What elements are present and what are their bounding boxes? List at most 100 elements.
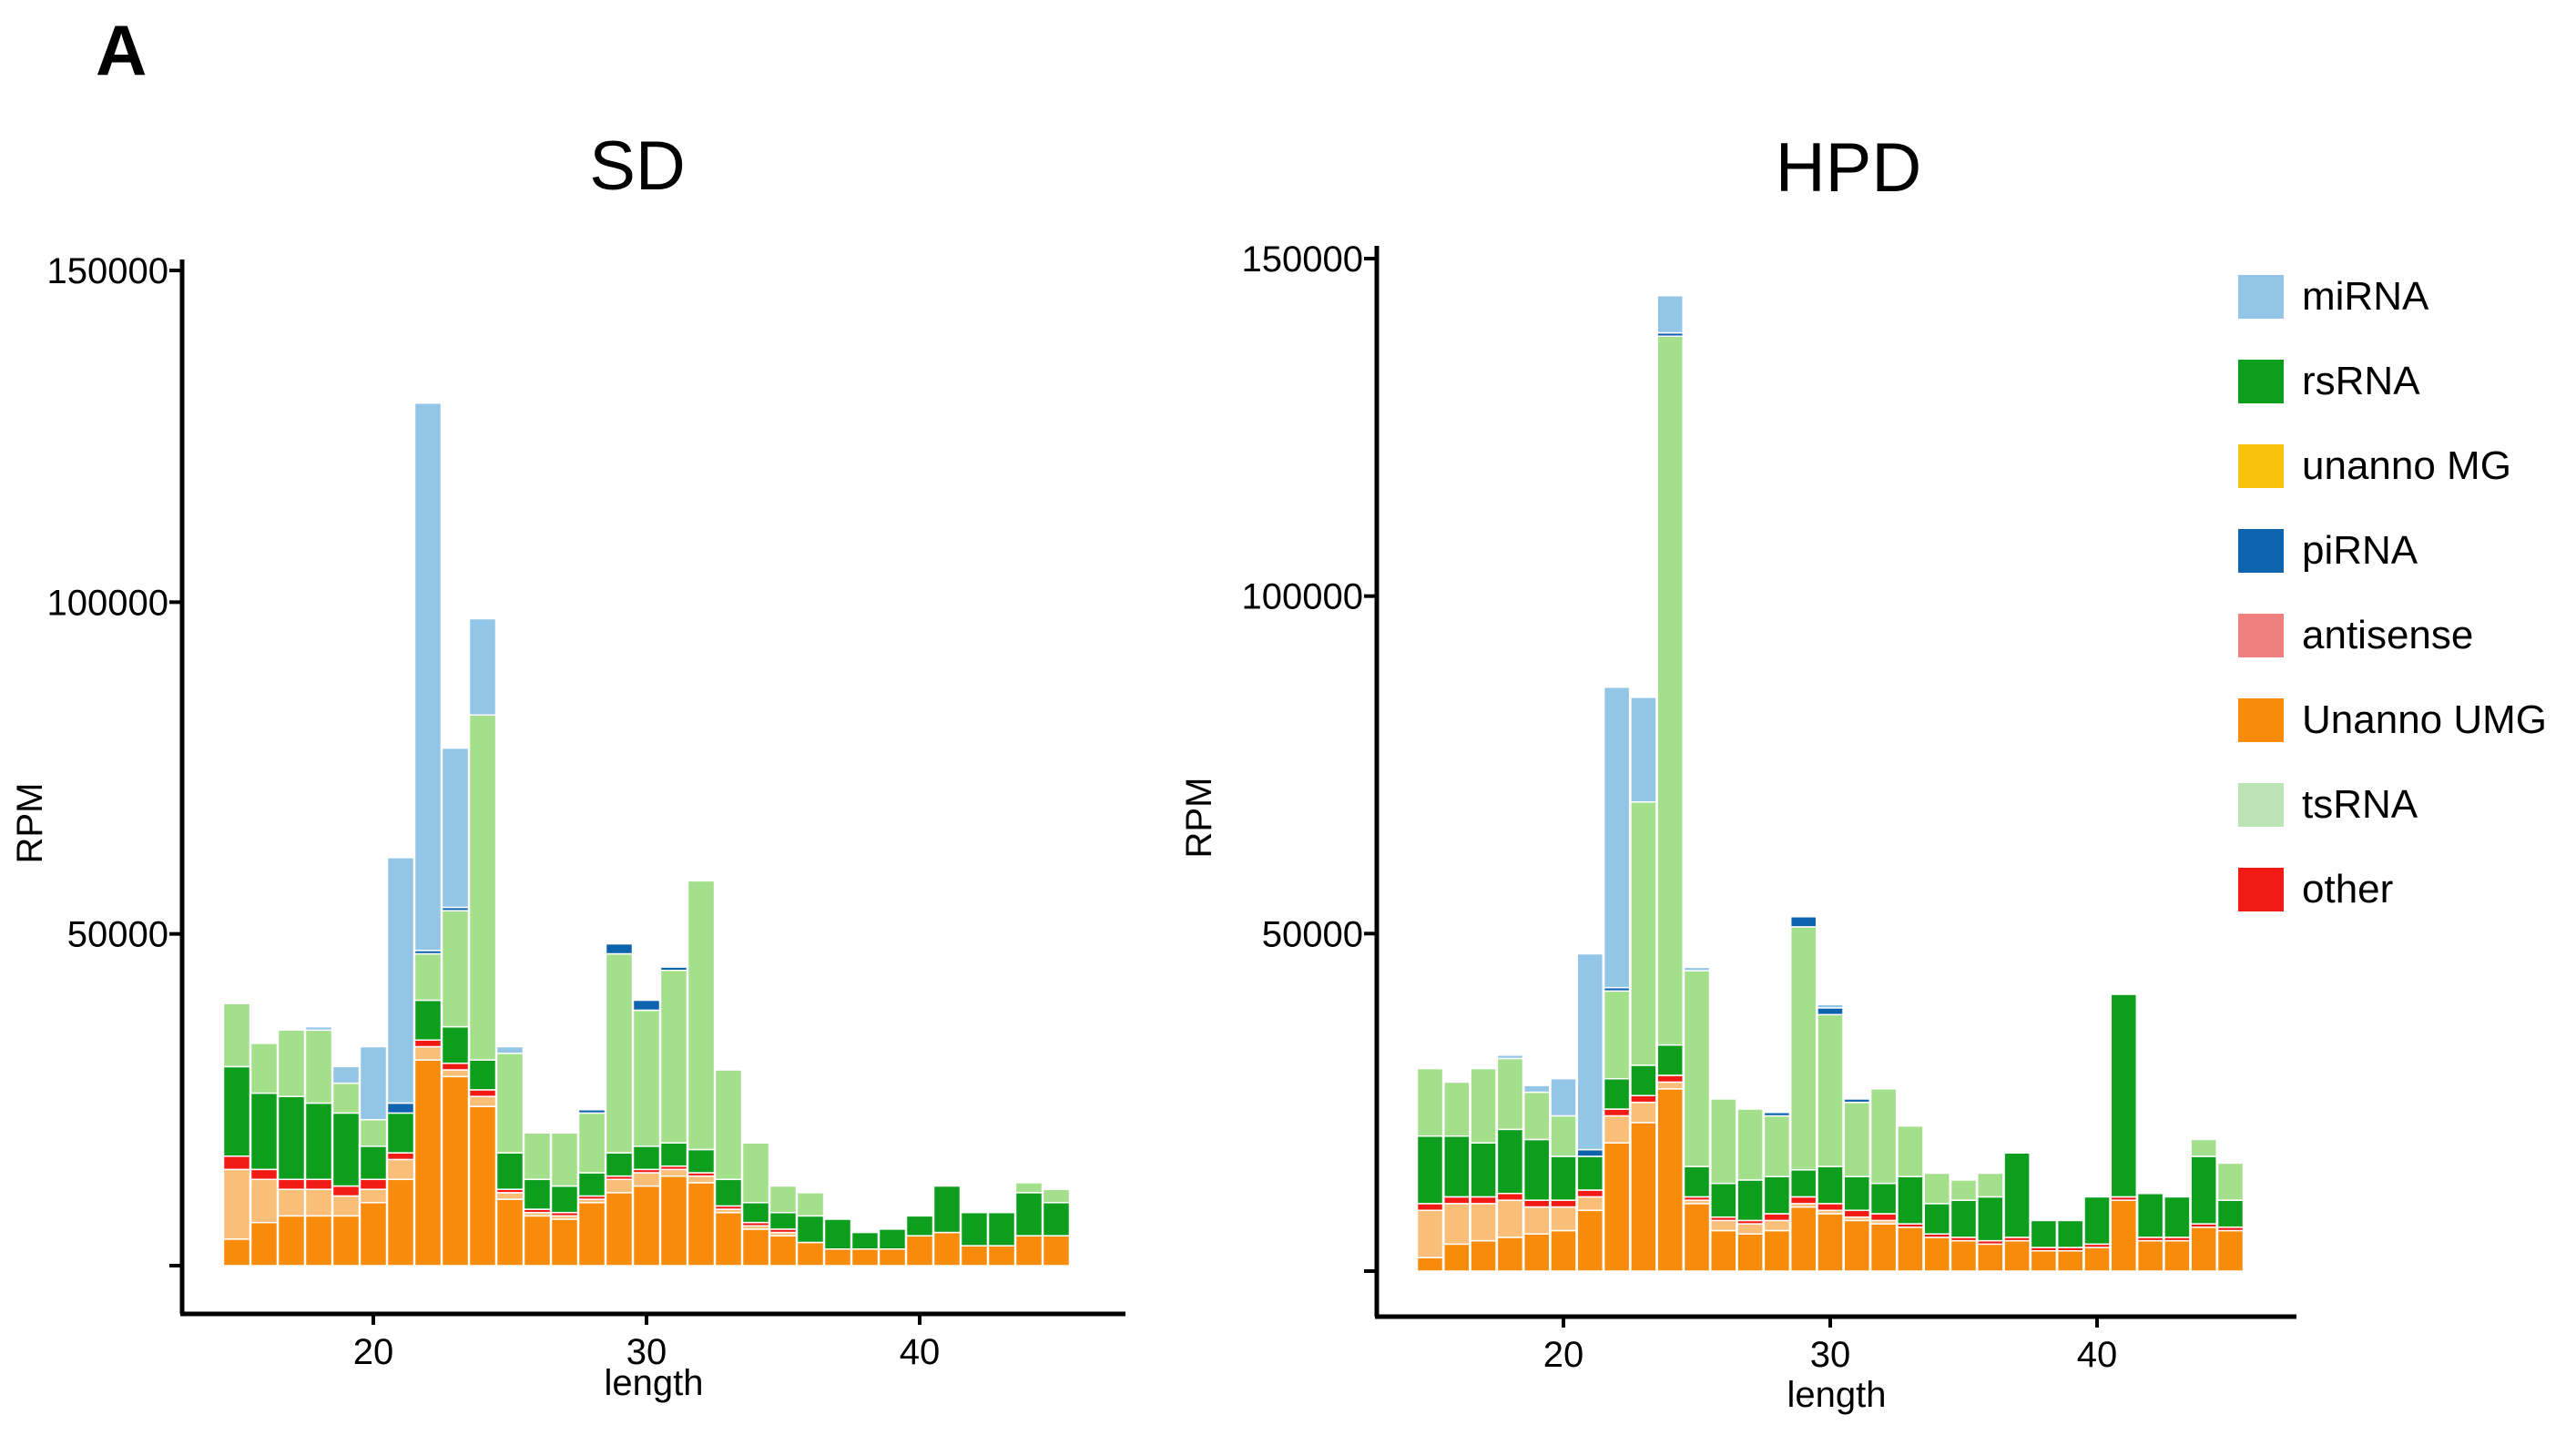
bar-segment-tsRNA	[796, 1192, 825, 1217]
panel-label: A	[96, 10, 148, 90]
bar-segment-unanno-UMG	[550, 1218, 579, 1267]
bar-segment-rsRNA	[222, 1065, 251, 1157]
legend-swatch	[2238, 698, 2284, 742]
bar-segment-tsRNA	[1042, 1188, 1071, 1204]
bar-segment-miRNA	[359, 1045, 388, 1121]
bar-segment-rsRNA	[1950, 1199, 1978, 1238]
bar-segment-tsRNA	[1522, 1091, 1551, 1141]
bar-segment-tsRNA	[331, 1082, 361, 1114]
bar-segment-unanno-UMG	[2190, 1226, 2217, 1272]
bar-segment-rsRNA	[359, 1145, 388, 1181]
bar-segment-unanno-MG	[632, 1172, 661, 1187]
bar-segment-piRNA	[1763, 1112, 1791, 1117]
bar-segment-rsRNA	[331, 1112, 361, 1187]
bar-segment-rsRNA	[1789, 1169, 1817, 1198]
bar-segment-unanno-UMG	[960, 1245, 989, 1267]
bar-segment-unanno-UMG	[2110, 1199, 2138, 1272]
bar-segment-rsRNA	[1522, 1138, 1551, 1201]
legend-swatch	[2238, 868, 2284, 911]
bar-segment-tsRNA	[1763, 1114, 1791, 1177]
bar-segment-unanno-UMG	[523, 1215, 552, 1267]
bar-segment-rsRNA	[1470, 1142, 1497, 1198]
bar-segment-unanno-UMG	[1550, 1229, 1577, 1272]
bar-segment-other	[1869, 1213, 1898, 1222]
bar-segment-tsRNA	[1923, 1172, 1950, 1205]
bar-segment-unanno-UMG	[987, 1245, 1016, 1267]
bar-segment-unanno-UMG	[1950, 1239, 1978, 1272]
bar-segment-unanno-UMG	[1843, 1219, 1871, 1272]
bar-segment-unanno-UMG	[932, 1231, 962, 1267]
bar-segment-piRNA	[1576, 1148, 1604, 1157]
bar-segment-other	[413, 1039, 443, 1048]
bar-segment-unanno-UMG	[441, 1075, 470, 1267]
bar-segment-unanno-UMG	[1789, 1206, 1817, 1272]
bar-segment-unanno-UMG	[632, 1185, 661, 1267]
bar-segment-miRNA	[1656, 295, 1684, 334]
bar-segment-tsRNA	[687, 880, 716, 1151]
legend-label: miRNA	[2302, 274, 2429, 319]
bar-segment-piRNA	[577, 1109, 606, 1114]
y-axis-label: RPM	[1179, 778, 1219, 859]
bar-segment-tsRNA	[1470, 1067, 1497, 1144]
bar-segment-piRNA	[1843, 1098, 1871, 1104]
bar-segment-tsRNA	[741, 1142, 770, 1204]
bar-segment-rsRNA	[2164, 1196, 2191, 1238]
bar-segment-unanno-UMG	[823, 1248, 852, 1267]
bar-segment-rsRNA	[960, 1211, 989, 1247]
y-tick-label: 150000	[47, 251, 168, 291]
legend-label: Unanno UMG	[2302, 697, 2547, 742]
bar-segment-other	[468, 1089, 497, 1097]
bar-segment-tsRNA	[523, 1132, 552, 1181]
bar-segment-rsRNA	[249, 1092, 279, 1171]
y-tick-label: 100000	[47, 583, 168, 623]
bar-segment-tsRNA	[632, 1009, 661, 1147]
bar-segment-miRNA	[1603, 686, 1631, 989]
bar-segment-rsRNA	[850, 1231, 880, 1250]
y-axis-label: RPM	[10, 783, 50, 864]
bar-segment-rsRNA	[2003, 1152, 2031, 1238]
bar-segment-tsRNA	[605, 952, 634, 1154]
bar-segment-unanno-UMG	[222, 1238, 251, 1267]
bar-segment-unanno-UMG	[468, 1105, 497, 1267]
bar-segment-other	[222, 1155, 251, 1171]
bar-segment-tsRNA	[1869, 1088, 1898, 1185]
bar-segment-unanno-UMG	[249, 1221, 279, 1267]
bar-segment-unanno-UMG	[878, 1248, 907, 1267]
bar-segment-rsRNA	[304, 1102, 333, 1181]
bar-segment-rsRNA	[905, 1215, 934, 1237]
bar-segment-other	[1763, 1213, 1791, 1222]
bar-segment-other	[1843, 1209, 1871, 1218]
x-tick-label: 40	[900, 1332, 941, 1372]
bar-segment-rsRNA	[413, 999, 443, 1042]
bar-segment-other	[1550, 1199, 1577, 1208]
bar-segment-tsRNA	[1496, 1057, 1524, 1131]
bar-segment-rsRNA	[2136, 1192, 2164, 1238]
legend-swatch	[2238, 275, 2284, 319]
legend-label: antisense	[2302, 613, 2473, 657]
bar-segment-rsRNA	[687, 1148, 716, 1174]
bar-segment-other	[441, 1063, 470, 1071]
bar-segment-other	[1496, 1192, 1524, 1201]
bar-segment-unanno-UMG	[1470, 1239, 1497, 1272]
bar-segment-unanno-MG	[304, 1188, 333, 1217]
bar-segment-unanno-UMG	[1603, 1142, 1631, 1272]
bar-segment-tsRNA	[1656, 335, 1684, 1046]
bar-segment-unanno-UMG	[605, 1192, 634, 1267]
bar-segment-other	[1443, 1196, 1471, 1205]
bar-segment-tsRNA	[1789, 926, 1817, 1171]
bar-segment-rsRNA	[1656, 1043, 1684, 1076]
bar-segment-other	[1630, 1094, 1657, 1104]
bar-segment-unanno-MG	[1603, 1114, 1631, 1144]
bar-segment-unanno-MG	[1656, 1081, 1684, 1090]
legend-label: other	[2302, 867, 2393, 911]
bar-segment-other	[1470, 1196, 1497, 1205]
bar-segment-unanno-UMG	[1977, 1243, 2004, 1272]
bar-segment-unanno-UMG	[714, 1211, 743, 1267]
bar-segment-rsRNA	[1443, 1135, 1471, 1198]
bar-segment-rsRNA	[277, 1095, 306, 1181]
bar-segment-rsRNA	[878, 1228, 907, 1250]
bar-segment-unanno-MG	[441, 1069, 470, 1078]
bar-segment-other	[1576, 1189, 1604, 1198]
chart-sd: SD 50000 100000 150000 20 30 40 length RPM	[10, 127, 1125, 1403]
bar-segment-unanno-MG	[1443, 1203, 1471, 1246]
